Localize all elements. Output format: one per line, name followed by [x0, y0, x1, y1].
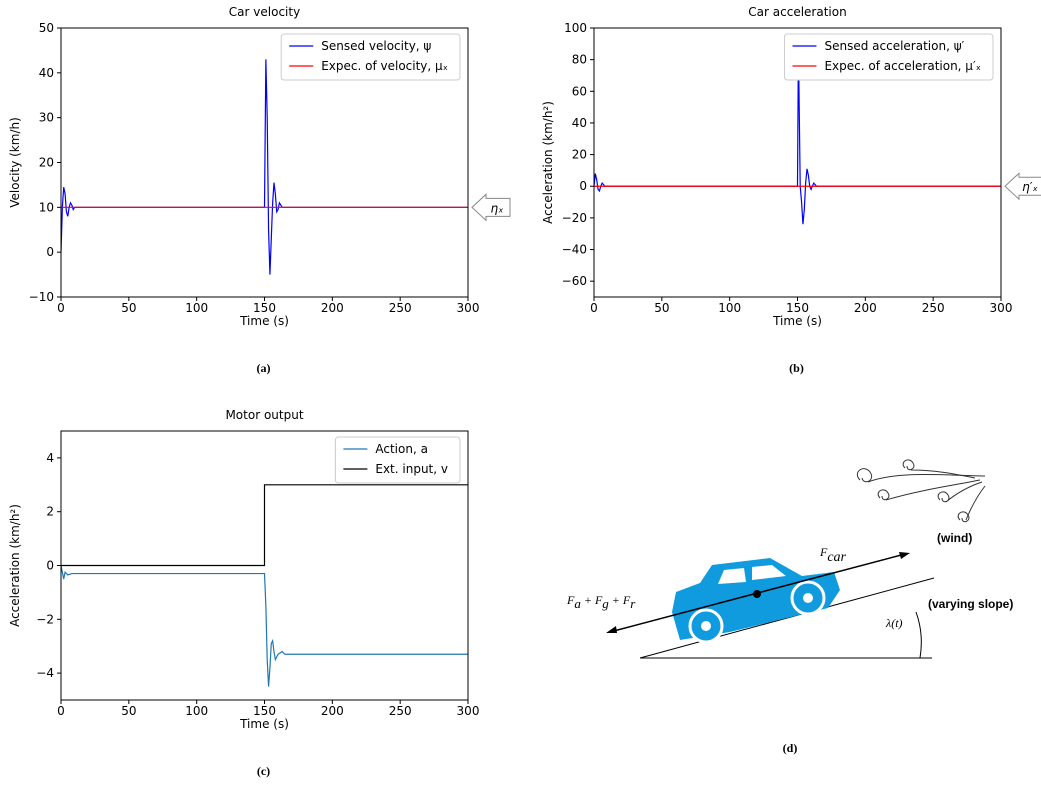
chart: Motor output 0 50 100 150 200 250 300 −4 −2 0 2 4 Tim… [8, 408, 479, 778]
y-tick-label: −60 [562, 274, 587, 288]
series-line [594, 79, 1001, 225]
symbol: F [566, 593, 575, 607]
legend: Sensed velocity, ψ Expec. of velocity, μₓ [280, 33, 461, 81]
y-tick-label: 100 [564, 21, 587, 35]
wind-swirls [856, 459, 986, 523]
y-tick-label: 50 [39, 21, 54, 35]
x-tick-label: 150 [253, 301, 276, 315]
legend-label: Action, a [375, 442, 428, 456]
y-tick-label: −4 [36, 666, 54, 680]
x-tick-label: 50 [121, 704, 136, 718]
y-tick-label: 0 [579, 179, 587, 193]
x-tick-label: 300 [457, 704, 480, 718]
x-tick-label: 150 [786, 301, 809, 315]
x-axis-label: Time (s) [239, 314, 289, 328]
y-tick-label: 40 [39, 66, 54, 80]
y-tick-label: −20 [562, 211, 587, 225]
y-tick-label: 80 [572, 53, 587, 67]
center-of-mass [753, 590, 761, 598]
y-tick-label: 20 [39, 156, 54, 170]
x-tick-label: 250 [922, 301, 945, 315]
subscript: car [827, 550, 846, 565]
symbol: F [819, 545, 828, 559]
x-tick-label: 200 [321, 301, 344, 315]
x-tick-label: 50 [121, 301, 136, 315]
chart-title: Car velocity [229, 5, 300, 19]
legend-label: Sensed acceleration, ψ′ [824, 39, 964, 53]
y-tick-label: 2 [46, 505, 54, 519]
symbol: + F [581, 593, 603, 607]
y-tick-label: 30 [39, 111, 54, 125]
car-force-label: Fcar [819, 545, 847, 565]
x-axis-label: Time (s) [239, 717, 289, 731]
x-tick-label: 50 [654, 301, 669, 315]
annotation-arrow [1004, 172, 1041, 201]
annotation: ηₓ [491, 201, 504, 215]
y-tick-label: −40 [562, 243, 587, 257]
angle-arc [915, 611, 922, 659]
x-tick-label: 300 [990, 301, 1013, 315]
plot-frame [593, 27, 1002, 298]
series-line [61, 484, 468, 567]
plot-frame [60, 27, 469, 298]
y-tick-label: −2 [36, 612, 54, 626]
x-tick-label: 100 [185, 704, 208, 718]
y-tick-label: 10 [39, 200, 54, 214]
legend-label: Expec. of velocity, μₓ [321, 59, 448, 73]
y-tick-label: 0 [46, 559, 54, 573]
legend-label: Ext. input, v [375, 462, 448, 476]
panel-caption: (b) [789, 361, 804, 375]
legend-box [280, 33, 461, 81]
y-tick-label: 20 [572, 148, 587, 162]
x-tick-label: 100 [718, 301, 741, 315]
y-axis-label: Velocity (km/h) [8, 117, 22, 208]
x-tick-label: 0 [590, 301, 598, 315]
slope-label: (varying slope) [928, 597, 1013, 611]
panel-caption: (a) [257, 361, 271, 375]
x-tick-label: 250 [389, 301, 412, 315]
x-tick-label: 0 [57, 301, 65, 315]
x-axis-label: Time (s) [772, 314, 822, 328]
diagram: Fcar Fa + Fg + Fr (wind) (varying slope)… [566, 459, 1013, 755]
chart-title: Motor output [225, 408, 303, 422]
car [672, 558, 840, 644]
y-axis-label: Acceleration (km/h²) [8, 504, 22, 627]
x-tick-label: 200 [321, 704, 344, 718]
y-tick-label: −10 [29, 290, 54, 304]
symbol: + F [609, 593, 631, 607]
subscript: r [630, 596, 636, 611]
y-tick-label: 0 [46, 245, 54, 259]
legend-label: Expec. of acceleration, μ′ₓ [824, 59, 981, 73]
x-tick-label: 300 [457, 301, 480, 315]
y-tick-label: 40 [572, 116, 587, 130]
annotation: η′ₓ [1022, 180, 1038, 194]
x-tick-label: 150 [253, 704, 276, 718]
chart-title: Car acceleration [748, 5, 846, 19]
y-tick-label: 4 [46, 451, 54, 465]
other-forces-label: Fa + Fg + Fr [566, 593, 636, 611]
y-tick-label: 60 [572, 84, 587, 98]
panel-caption: (c) [257, 764, 270, 778]
x-tick-label: 100 [185, 301, 208, 315]
x-tick-label: 250 [389, 704, 412, 718]
y-axis-label: Acceleration (km/h²) [541, 101, 555, 224]
subscript: a [574, 596, 581, 611]
subscript: g [602, 596, 609, 611]
angle-label: λ(t) [885, 616, 903, 630]
x-tick-label: 0 [57, 704, 65, 718]
legend: Sensed acceleration, ψ′ Expec. of acceler… [783, 33, 994, 81]
series-line [61, 565, 468, 687]
wind-label: (wind) [937, 531, 972, 545]
annotation-arrow [471, 193, 511, 222]
legend-label: Sensed velocity, ψ [321, 39, 431, 53]
legend-box [783, 33, 994, 81]
x-tick-label: 200 [854, 301, 877, 315]
panel-caption: (d) [783, 741, 798, 755]
legend: Action, a Ext. input, v [334, 436, 461, 484]
plot-frame [60, 430, 469, 701]
series-line [61, 59, 468, 275]
